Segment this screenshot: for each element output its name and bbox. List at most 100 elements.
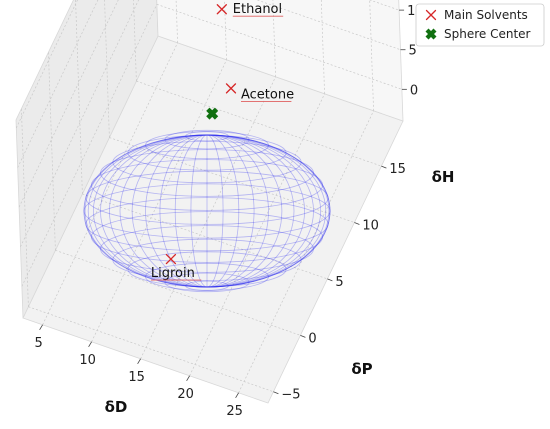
sphere-latitude xyxy=(127,251,287,288)
grid-line xyxy=(156,3,402,90)
x-tick-mark xyxy=(235,392,239,399)
legend-solvent-label: Main Solvents xyxy=(444,8,528,22)
grid-line xyxy=(272,0,276,77)
z-tick-label: 5 xyxy=(409,44,417,59)
sphere-latitude xyxy=(185,131,229,142)
solvent-label: Acetone xyxy=(241,87,294,102)
y-tick-mark xyxy=(381,165,387,169)
sphere-meridian xyxy=(92,134,208,288)
grid-line xyxy=(17,0,99,168)
sphere-latitude xyxy=(100,149,314,197)
left-pane xyxy=(15,0,159,319)
sphere-latitude xyxy=(100,225,314,273)
x-tick-label: 5 xyxy=(34,336,42,351)
grid-line xyxy=(133,0,137,82)
z-axis-label: δH xyxy=(432,168,455,186)
y-tick-label: 5 xyxy=(335,275,343,290)
sphere-outline xyxy=(83,134,331,288)
sphere-meridian xyxy=(206,134,224,288)
sphere-center-marker xyxy=(206,107,219,120)
grid-line xyxy=(20,0,139,247)
sphere-meridian xyxy=(159,134,208,288)
grid-line xyxy=(42,42,178,325)
sphere-meridian xyxy=(206,134,314,288)
sphere-meridian xyxy=(84,134,208,288)
sphere-meridian xyxy=(206,134,295,288)
solvent-marker xyxy=(165,253,177,265)
grid-line xyxy=(224,0,227,60)
grid-line xyxy=(136,80,382,167)
y-tick-mark xyxy=(327,278,333,282)
legend: Main Solvents Sphere Center xyxy=(415,3,545,47)
y-tick-mark xyxy=(300,334,306,338)
grid-line xyxy=(140,76,276,359)
grid-line xyxy=(82,193,328,280)
grid-line xyxy=(256,0,401,51)
sphere-meridian xyxy=(206,134,330,288)
y-axis-ticks: −5 0 5 10 15 xyxy=(273,162,406,403)
sphere-meridian xyxy=(100,134,208,288)
y-tick-label: 0 xyxy=(308,331,316,346)
sphere-latitude xyxy=(185,280,229,291)
sphere-latitude xyxy=(91,211,323,263)
y-tick-label: −5 xyxy=(281,388,300,403)
y-tick-mark xyxy=(354,222,360,225)
solvent-marker xyxy=(216,4,227,15)
sphere-meridian xyxy=(131,134,208,288)
grid-line xyxy=(320,0,325,94)
sphere-latitude xyxy=(83,183,331,239)
x-tick-label: 25 xyxy=(226,404,243,419)
grid-line xyxy=(238,110,374,393)
grid-line xyxy=(15,0,78,129)
grid-line xyxy=(109,137,355,223)
z-tick-label: 0 xyxy=(410,83,418,98)
x-axis-ticks: 5 10 15 20 25 xyxy=(34,324,243,419)
sphere-meridian xyxy=(190,134,208,288)
grid-line xyxy=(104,0,110,138)
sphere-latitude xyxy=(112,238,302,281)
solvent-label: Ethanol xyxy=(233,2,282,17)
sphere-latitude xyxy=(91,159,323,211)
x-tick-mark xyxy=(137,358,141,365)
sphere-latitude xyxy=(112,141,302,184)
grid-line xyxy=(369,0,374,111)
sphere-meridian xyxy=(108,134,208,288)
sphere-latitude xyxy=(145,131,269,160)
sphere-meridian xyxy=(206,134,255,288)
x-tick-label: 15 xyxy=(128,370,145,385)
grid-line xyxy=(28,306,274,393)
sphere-meridian xyxy=(206,134,269,288)
back-pane xyxy=(156,0,404,122)
y-tick-label: 15 xyxy=(389,162,406,177)
legend-center-marker xyxy=(425,28,437,40)
sphere-latitude xyxy=(164,129,250,150)
sphere-meridian xyxy=(206,134,327,288)
grid-line xyxy=(21,108,29,307)
x-tick-label: 20 xyxy=(177,387,194,402)
x-tick-mark xyxy=(88,341,92,348)
sphere-meridian xyxy=(206,134,283,288)
sphere-latitude xyxy=(164,272,250,293)
grid-line xyxy=(189,93,325,376)
grid-line xyxy=(18,0,119,208)
sphere-latitude xyxy=(145,262,269,291)
sphere-wireframe xyxy=(83,129,331,293)
x-tick-mark xyxy=(186,375,190,382)
y-tick-mark xyxy=(273,391,279,395)
sphere-latitude xyxy=(85,197,329,252)
sphere-latitude xyxy=(127,135,287,171)
grid-line xyxy=(21,4,158,287)
sphere-meridian xyxy=(119,134,208,288)
x-tick-label: 10 xyxy=(79,353,96,368)
solvent-marker xyxy=(225,83,237,94)
sphere-latitude xyxy=(85,170,329,225)
grid-lines xyxy=(15,0,402,393)
sphere-meridian xyxy=(206,134,240,288)
sphere-meridian xyxy=(174,134,208,288)
grid-line xyxy=(55,249,301,336)
legend-center-label: Sphere Center xyxy=(444,27,531,41)
x-tick-mark xyxy=(39,324,43,331)
legend-solvent-marker xyxy=(425,9,437,21)
